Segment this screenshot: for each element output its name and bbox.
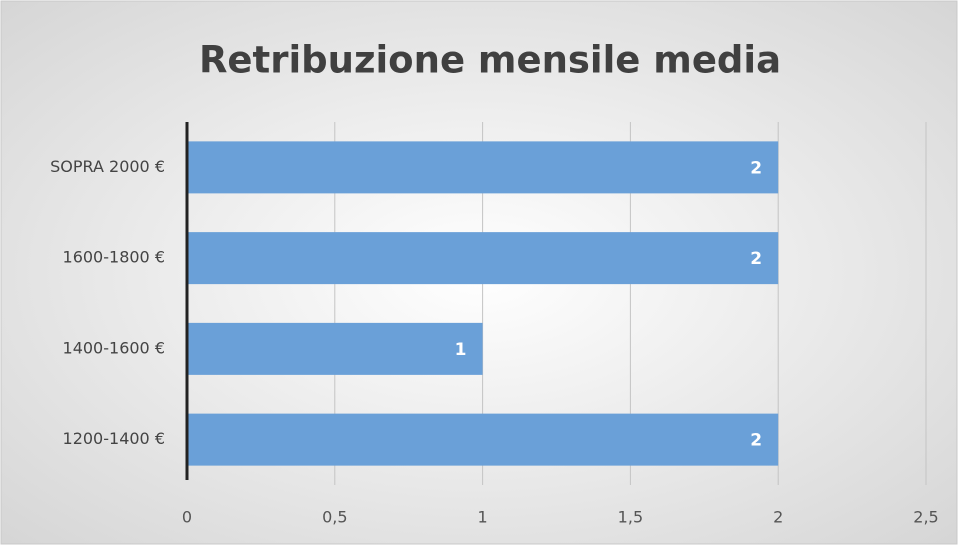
x-tick-label: 1	[478, 508, 488, 527]
data-label: 2	[750, 158, 762, 178]
x-tick-label: 0,5	[322, 508, 347, 527]
y-tick-label: 1400-1600 €	[63, 338, 165, 357]
y-tick-label: SOPRA 2000 €	[50, 157, 165, 176]
bar	[187, 413, 779, 466]
bar	[187, 141, 779, 194]
chart-title: Retribuzione mensile media	[199, 39, 781, 82]
data-label: 2	[750, 431, 762, 451]
y-tick-label: 1200-1400 €	[63, 429, 165, 448]
bar	[187, 322, 483, 375]
data-label: 2	[750, 249, 762, 269]
y-tick-label: 1600-1800 €	[63, 248, 165, 267]
data-label: 1	[455, 340, 467, 360]
x-tick-label: 2	[773, 508, 783, 527]
x-tick-label: 0	[182, 508, 192, 527]
bar	[187, 232, 779, 285]
x-tick-label: 1,5	[618, 508, 643, 527]
x-tick-label: 2,5	[913, 508, 938, 527]
